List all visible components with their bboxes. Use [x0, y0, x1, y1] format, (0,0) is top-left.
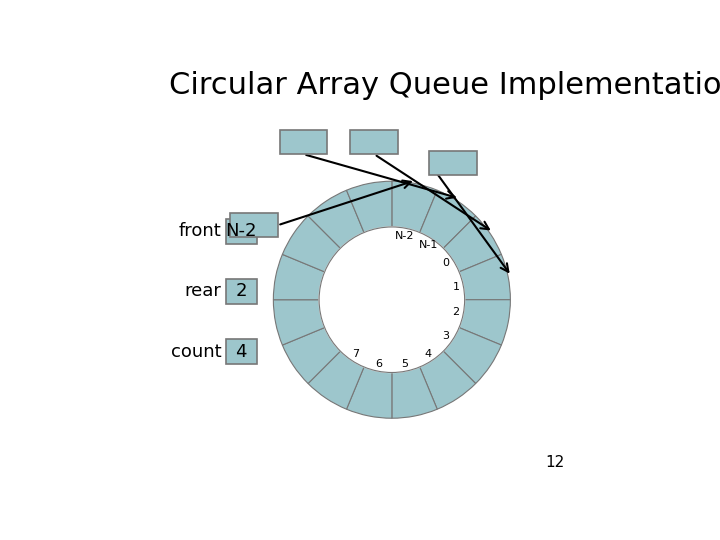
- Text: 5: 5: [401, 359, 408, 369]
- Wedge shape: [346, 367, 392, 418]
- FancyBboxPatch shape: [225, 279, 257, 304]
- Text: 1: 1: [452, 282, 459, 292]
- Wedge shape: [392, 367, 437, 418]
- Text: 4: 4: [235, 343, 247, 361]
- Wedge shape: [444, 328, 501, 383]
- Wedge shape: [274, 300, 325, 345]
- Text: 4: 4: [425, 349, 432, 359]
- Text: 6: 6: [376, 359, 382, 369]
- Wedge shape: [308, 351, 364, 409]
- FancyBboxPatch shape: [225, 219, 257, 244]
- FancyBboxPatch shape: [351, 130, 398, 154]
- Wedge shape: [274, 254, 325, 300]
- Circle shape: [319, 227, 464, 373]
- Wedge shape: [420, 351, 476, 409]
- Text: front: front: [179, 222, 221, 240]
- Wedge shape: [282, 328, 341, 383]
- Text: count: count: [171, 343, 221, 361]
- Wedge shape: [444, 216, 501, 272]
- Text: 0: 0: [443, 259, 450, 268]
- Text: N-2: N-2: [395, 231, 414, 241]
- Text: 3: 3: [443, 331, 450, 341]
- FancyBboxPatch shape: [429, 151, 477, 175]
- Wedge shape: [346, 181, 392, 233]
- Text: N-1: N-1: [418, 240, 438, 251]
- FancyBboxPatch shape: [279, 130, 328, 154]
- Text: Circular Array Queue Implementation: Circular Array Queue Implementation: [169, 71, 720, 100]
- FancyBboxPatch shape: [230, 213, 277, 238]
- Text: 2: 2: [235, 282, 247, 300]
- Wedge shape: [308, 190, 364, 248]
- Text: rear: rear: [184, 282, 221, 300]
- Wedge shape: [459, 300, 510, 345]
- Wedge shape: [420, 190, 476, 248]
- Text: 7: 7: [352, 349, 359, 359]
- Wedge shape: [459, 254, 510, 300]
- Wedge shape: [282, 216, 341, 272]
- Text: 12: 12: [545, 455, 564, 470]
- Wedge shape: [392, 181, 437, 233]
- FancyBboxPatch shape: [225, 339, 257, 364]
- Text: 2: 2: [452, 307, 459, 318]
- Text: N-2: N-2: [225, 222, 257, 240]
